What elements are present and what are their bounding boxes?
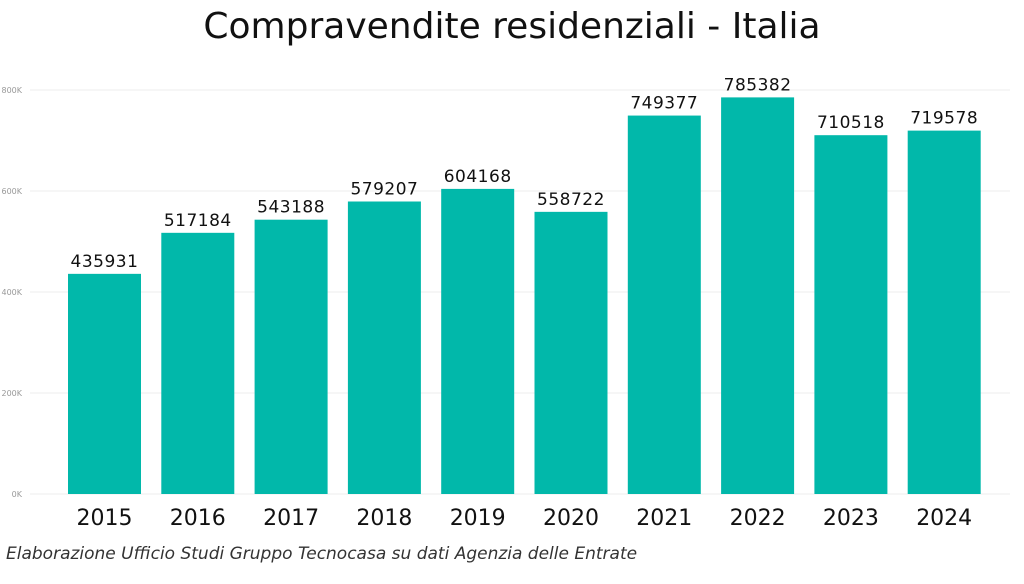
bar-2020: [534, 211, 608, 494]
data-label: 558722: [537, 190, 605, 210]
y-tick-label: 800K: [1, 86, 22, 95]
x-tick-label: 2020: [543, 506, 599, 531]
bar-2015: [68, 273, 141, 494]
data-label: 785382: [724, 75, 792, 95]
bar-2017: [254, 219, 328, 494]
y-tick-label: 600K: [1, 187, 22, 196]
data-label: 710518: [817, 113, 885, 133]
bar-2022: [721, 97, 795, 495]
x-tick-label: 2024: [916, 506, 972, 531]
x-tick-label: 2015: [77, 506, 133, 531]
chart-title: Compravendite residenziali - Italia: [203, 6, 821, 47]
data-label: 719578: [910, 109, 978, 129]
x-tick-label: 2022: [730, 506, 786, 531]
x-tick-label: 2023: [823, 506, 879, 531]
y-tick-label: 400K: [1, 288, 22, 297]
bar-2019: [441, 188, 515, 495]
x-tick-label: 2021: [636, 506, 692, 531]
bar-2016: [161, 232, 235, 494]
data-label: 604168: [444, 167, 512, 187]
data-label: 543188: [257, 198, 325, 218]
data-label: 517184: [164, 211, 232, 231]
y-tick-label: 200K: [1, 389, 22, 398]
y-tick-label: 0K: [12, 490, 23, 499]
x-tick-label: 2019: [450, 506, 506, 531]
x-tick-label: 2017: [263, 506, 319, 531]
data-label: 435931: [71, 252, 139, 272]
bar-2024: [907, 130, 981, 495]
source-note: Elaborazione Ufficio Studi Gruppo Tecnoc…: [6, 544, 638, 564]
bar-2023: [814, 135, 888, 494]
x-tick-label: 2018: [356, 506, 412, 531]
bar-2018: [347, 201, 421, 494]
x-tick-label: 2016: [170, 506, 226, 531]
data-label: 749377: [630, 94, 698, 114]
bar-2021: [627, 115, 701, 495]
data-label: 579207: [350, 180, 418, 200]
